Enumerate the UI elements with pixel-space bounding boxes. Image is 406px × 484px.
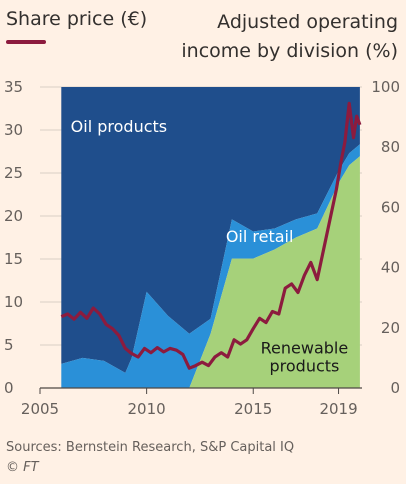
right-axis-title: Adjusted operating income by division (%…	[181, 11, 398, 62]
x-tick-label-1: 2010	[128, 400, 166, 418]
left-tick-label-1: 5	[4, 336, 14, 354]
right-tick-label-5: 100	[371, 78, 400, 96]
right-tick-label-1: 20	[381, 319, 400, 337]
x-tick-label-2: 2015	[234, 400, 272, 418]
x-tick-label-0: 2005	[21, 400, 59, 418]
renewable-products-area	[61, 156, 360, 388]
right-tick-label-2: 40	[381, 259, 400, 277]
oil-retail-label: Oil retail	[226, 227, 294, 246]
left-tick-label-0: 0	[4, 379, 14, 397]
left-axis-title: Share price (€)	[6, 8, 148, 30]
oil-products-label: Oil products	[71, 117, 167, 136]
right-tick-label-3: 60	[381, 198, 400, 216]
left-tick-label-6: 30	[4, 121, 23, 139]
left-tick-label-3: 15	[4, 250, 23, 268]
ft-credit: © FT	[6, 460, 39, 475]
share-price-line	[60, 101, 362, 370]
left-tick-label-2: 10	[4, 293, 23, 311]
left-tick-label-7: 35	[4, 78, 23, 96]
source-note: Sources: Bernstein Research, S&P Capital…	[6, 440, 295, 455]
share-price-legend-swatch	[6, 40, 46, 44]
renewable-label-line2: products	[269, 356, 339, 375]
x-tick-label-3: 2019	[319, 400, 357, 418]
oil-products-area	[61, 87, 360, 373]
oil-retail-area	[61, 144, 360, 388]
left-tick-label-4: 20	[4, 207, 23, 225]
right-tick-label-0: 0	[390, 379, 400, 397]
right-tick-label-4: 80	[381, 138, 400, 156]
share-price-income-chart: 0 5 10 15 20 25 30 35 0 20 40 60 80 100 2005 2010 2015 20…	[4, 78, 400, 418]
renewable-label-line1: Renewable	[261, 338, 349, 357]
left-tick-label-5: 25	[4, 164, 23, 182]
